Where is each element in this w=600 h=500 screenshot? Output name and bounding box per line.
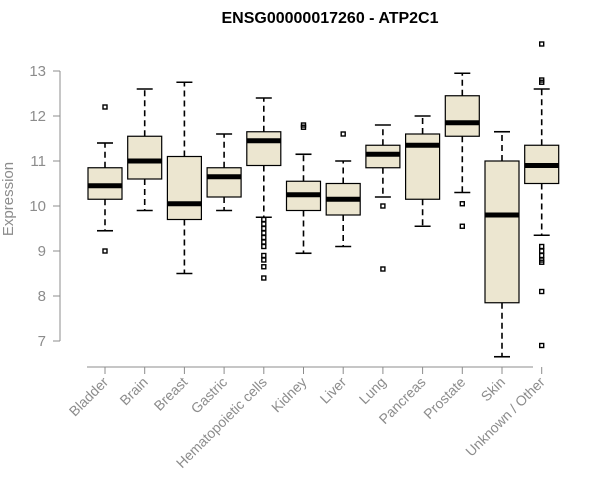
box-group <box>285 122 322 255</box>
outlier-point <box>261 234 267 241</box>
x-tick-label: Bladder <box>66 374 112 420</box>
outlier-point <box>102 248 108 254</box>
outlier-point <box>539 252 545 259</box>
outlier-point <box>340 131 346 137</box>
y-axis-ticks: 7 8 9 10 11 12 13 <box>29 63 60 350</box>
box-group <box>166 81 202 275</box>
outlier-point <box>539 342 545 349</box>
outlier-point <box>539 288 545 295</box>
y-tick-label: 11 <box>30 153 46 170</box>
chart-title: ENSG00000017260 - ATP2C1 <box>221 10 438 27</box>
y-tick-label: 9 <box>38 243 46 260</box>
outlier-point <box>261 230 267 236</box>
box <box>444 95 480 137</box>
outlier-point <box>261 264 267 270</box>
outlier-point <box>380 203 386 209</box>
box-group <box>87 104 123 254</box>
box <box>206 167 242 198</box>
outlier-point <box>539 259 545 265</box>
outlier-point <box>261 257 267 263</box>
outlier-point <box>102 104 108 110</box>
outlier-point <box>539 243 545 250</box>
outlier-point <box>261 216 267 223</box>
outlier-point <box>261 243 267 250</box>
y-tick-label: 8 <box>38 288 46 305</box>
x-tick-label: Liver <box>317 374 350 407</box>
box-group <box>206 133 242 212</box>
x-tick-label: Kidney <box>268 374 310 416</box>
outlier-point <box>539 41 545 47</box>
y-tick-label: 13 <box>29 63 46 80</box>
outlier-point <box>459 223 465 229</box>
outlier-point <box>261 252 267 259</box>
box <box>127 135 163 180</box>
box-group <box>127 88 163 212</box>
y-tick-label: 12 <box>29 108 46 125</box>
y-axis-label: Expression <box>0 162 17 236</box>
x-tick-label: Prostate <box>420 374 468 422</box>
x-tick-label: Skin <box>478 374 509 405</box>
outlier-point <box>380 266 386 272</box>
box <box>484 160 520 304</box>
outlier-point <box>261 239 267 245</box>
box-group <box>325 131 361 248</box>
outlier-point <box>459 201 465 207</box>
x-tick-label: Breast <box>151 374 191 414</box>
box-group <box>484 130 520 358</box>
outlier-point <box>261 275 267 281</box>
box-group <box>405 115 441 228</box>
box-group <box>246 97 282 281</box>
outlier-point <box>539 248 545 254</box>
box-group <box>365 124 401 272</box>
outlier-point <box>261 225 267 232</box>
outlier-point <box>539 79 545 85</box>
box-group <box>444 72 480 229</box>
x-tick-label: Brain <box>116 374 150 408</box>
x-tick-label: Lung <box>356 374 389 407</box>
outlier-point <box>300 124 307 130</box>
boxplot-series <box>87 41 560 358</box>
outlier-point <box>261 221 267 227</box>
box-group <box>524 41 560 349</box>
y-tick-label: 7 <box>38 333 46 350</box>
box <box>166 155 202 221</box>
box <box>246 131 282 167</box>
y-tick-label: 10 <box>29 198 46 215</box>
